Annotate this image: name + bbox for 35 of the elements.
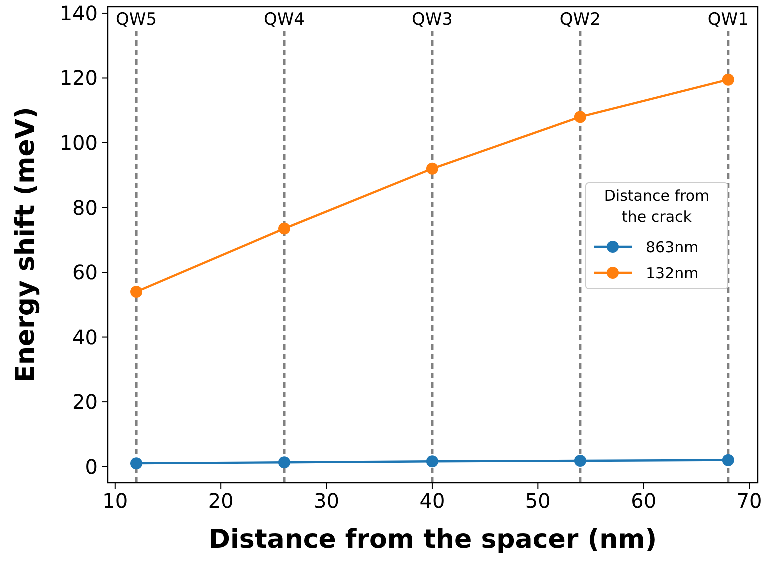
ref-line-label: QW4: [264, 10, 306, 30]
point: [722, 74, 734, 86]
y-tick-label: 120: [60, 66, 98, 90]
ref-line-label: QW2: [560, 10, 601, 30]
point: [130, 286, 143, 298]
ref-line-label: QW1: [708, 10, 749, 30]
point: [722, 454, 734, 466]
y-tick-label: 140: [60, 1, 98, 26]
point: [574, 111, 586, 124]
x-tick-label: 20: [208, 489, 234, 513]
y-tick-label: 80: [72, 196, 98, 220]
y-tick-label: 20: [72, 390, 98, 414]
point: [278, 456, 291, 469]
y-axis-title: Energy shift (meV): [11, 107, 41, 383]
x-tick-label: 70: [736, 489, 762, 513]
x-tick-label: 50: [525, 489, 551, 513]
point: [574, 454, 586, 467]
ref-line-label: QW5: [116, 10, 158, 30]
y-tick-label: 40: [72, 325, 98, 350]
x-tick-label: 10: [102, 489, 128, 513]
y-tick-label: 0: [85, 454, 98, 479]
ref-line-label: QW3: [412, 10, 453, 30]
x-tick-label: 60: [631, 489, 657, 513]
point: [426, 162, 438, 175]
x-axis-title: Distance from the spacer (nm): [208, 525, 658, 555]
point: [130, 458, 143, 470]
y-tick-label: 60: [72, 260, 98, 285]
y-tick-label: 100: [60, 131, 98, 155]
point: [278, 222, 291, 235]
legend-label: 132nm: [646, 264, 699, 282]
legend-label: 863nm: [646, 238, 699, 256]
x-tick-label: 30: [314, 489, 340, 513]
x-tick-label: 40: [420, 489, 446, 513]
legend-title: Distance from the crack: [604, 187, 710, 226]
point: [426, 456, 438, 468]
